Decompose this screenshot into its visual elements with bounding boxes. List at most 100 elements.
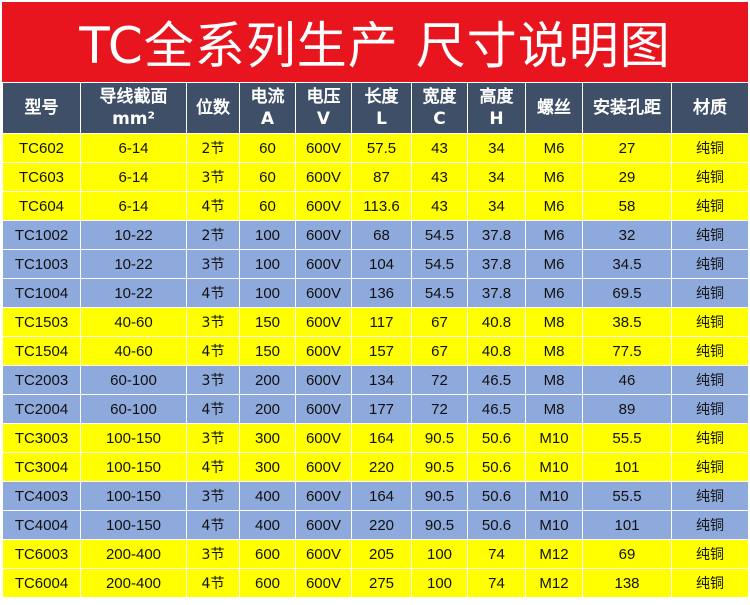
table-cell: 纯铜 [671, 220, 749, 250]
table-cell: 300 [239, 452, 296, 482]
table-cell: 74 [467, 539, 526, 569]
table-cell: 600V [295, 249, 352, 279]
table-cell: 54.5 [411, 220, 468, 250]
table-cell: 37.8 [467, 278, 526, 308]
table-cell: 4节 [186, 452, 240, 482]
table-cell: 220 [351, 510, 412, 540]
table-cell: TC1003 [2, 249, 81, 279]
header-height: 高度 H [467, 82, 526, 134]
table-cell: 3节 [186, 423, 240, 453]
table-cell: 60 [239, 191, 296, 221]
table-row: TC602 6-14 2节 60 600V 57.5 43 34 M6 27 纯铜 [2, 133, 749, 163]
table-cell: 600V [295, 539, 352, 569]
table-row: TC4003 100-150 3节 400 600V 164 90.5 50.6 M10 55.5… [2, 481, 749, 511]
table-cell: 117 [351, 307, 412, 337]
table-cell: 157 [351, 336, 412, 366]
table-cell: M6 [525, 249, 583, 279]
table-cell: 100 [239, 278, 296, 308]
table-cell: 600V [295, 568, 352, 598]
table-row: TC1503 40-60 3节 150 600V 117 67 40.8 M8 38.5 纯铜 [2, 307, 749, 337]
table-cell: 2节 [186, 220, 240, 250]
table-cell: 纯铜 [671, 162, 749, 192]
header-length-label: 长度 [364, 87, 399, 107]
table-cell: 67 [411, 336, 468, 366]
table-cell: 4节 [186, 510, 240, 540]
table-cell: M12 [525, 568, 583, 598]
table-cell: TC2003 [2, 365, 81, 395]
table-cell: 37.8 [467, 220, 526, 250]
table-cell: 600 [239, 539, 296, 569]
table-cell: 34 [467, 162, 526, 192]
table-cell: 纯铜 [671, 510, 749, 540]
table-cell: M10 [525, 510, 583, 540]
table-cell: 46.5 [467, 394, 526, 424]
table-cell: 10-22 [80, 220, 187, 250]
table-cell: 40.8 [467, 336, 526, 366]
header-screw: 螺丝 [525, 82, 583, 134]
header-hole-distance: 安装孔距 [582, 82, 672, 134]
table-cell: 69 [582, 539, 672, 569]
table-row: TC2004 60-100 4节 200 600V 177 72 46.5 M8 89 纯铜 [2, 394, 749, 424]
table-cell: 60-100 [80, 394, 187, 424]
table-cell: 46.5 [467, 365, 526, 395]
table-cell: 54.5 [411, 249, 468, 279]
table-cell: 4节 [186, 568, 240, 598]
table-cell: 104 [351, 249, 412, 279]
table-cell: 50.6 [467, 510, 526, 540]
table-cell: 60-100 [80, 365, 187, 395]
header-wire-section: 导线截面 mm² [80, 82, 187, 134]
table-cell: 4节 [186, 278, 240, 308]
table-cell: M8 [525, 365, 583, 395]
table-cell: 300 [239, 423, 296, 453]
table-cell: 74 [467, 568, 526, 598]
table-cell: 纯铜 [671, 365, 749, 395]
table-cell: 34 [467, 133, 526, 163]
table-cell: 纯铜 [671, 539, 749, 569]
table-cell: M6 [525, 162, 583, 192]
table-cell: M12 [525, 539, 583, 569]
table-cell: 58 [582, 191, 672, 221]
table-header-row: 型号 导线截面 mm² 位数 电流 A 电压 V 长度 L 宽度 C 高度 H 螺丝 安装孔距 材质 [2, 82, 749, 134]
table-cell: 4节 [186, 394, 240, 424]
table-cell: 纯铜 [671, 481, 749, 511]
header-model: 型号 [2, 82, 81, 134]
header-model-label: 型号 [24, 98, 59, 118]
table-cell: 600V [295, 278, 352, 308]
spec-table: 型号 导线截面 mm² 位数 电流 A 电压 V 长度 L 宽度 C 高度 H 螺丝 安装孔距 材质 TC602… [2, 82, 749, 598]
table-cell: 164 [351, 423, 412, 453]
table-cell: 600V [295, 394, 352, 424]
table-cell: M10 [525, 423, 583, 453]
table-row: TC603 6-14 3节 60 600V 87 43 34 M6 29 纯铜 [2, 162, 749, 192]
table-cell: TC3003 [2, 423, 81, 453]
table-cell: 纯铜 [671, 568, 749, 598]
table-cell: 54.5 [411, 278, 468, 308]
table-cell: TC602 [2, 133, 81, 163]
header-length-unit: L [376, 109, 387, 129]
table-cell: 3节 [186, 249, 240, 279]
table-row: TC6004 200-400 4节 600 600V 275 100 74 M12 138 纯铜 [2, 568, 749, 598]
table-cell: 87 [351, 162, 412, 192]
header-material: 材质 [671, 82, 749, 134]
table-cell: 90.5 [411, 452, 468, 482]
header-current-label: 电流 [250, 87, 285, 107]
table-cell: 纯铜 [671, 307, 749, 337]
table-cell: M8 [525, 394, 583, 424]
table-cell: 600V [295, 481, 352, 511]
table-cell: 72 [411, 394, 468, 424]
table-cell: 纯铜 [671, 423, 749, 453]
table-cell: 40.8 [467, 307, 526, 337]
table-cell: 600V [295, 365, 352, 395]
header-positions: 位数 [186, 82, 240, 134]
table-cell: 纯铜 [671, 452, 749, 482]
table-row: TC2003 60-100 3节 200 600V 134 72 46.5 M8 46 纯铜 [2, 365, 749, 395]
table-cell: 220 [351, 452, 412, 482]
table-cell: 4节 [186, 191, 240, 221]
table-cell: 136 [351, 278, 412, 308]
table-cell: TC3004 [2, 452, 81, 482]
table-cell: 纯铜 [671, 278, 749, 308]
table-cell: 68 [351, 220, 412, 250]
table-cell: 101 [582, 510, 672, 540]
table-cell: 纯铜 [671, 249, 749, 279]
table-cell: 50.6 [467, 423, 526, 453]
table-cell: 40-60 [80, 307, 187, 337]
